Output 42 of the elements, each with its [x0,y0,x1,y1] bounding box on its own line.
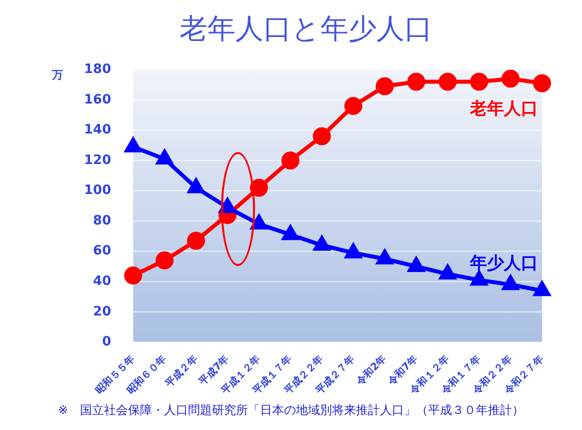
y-tick-label: 180 [84,62,112,77]
point [376,77,394,96]
point [282,226,298,240]
point [281,151,300,170]
y-tick-label: 100 [84,183,112,198]
point [312,127,331,146]
point [407,72,426,91]
point [376,250,393,264]
point [534,282,550,296]
x-tick-label: 令和2年 [353,352,389,388]
y-tick-label: 20 [93,304,112,320]
y-tick-label: 120 [84,152,112,168]
point [502,70,520,88]
point [440,265,456,280]
y-tick-label: 0 [102,334,112,350]
point [250,178,268,197]
point [345,244,362,258]
y-tick-label: 160 [84,92,112,108]
point [344,96,362,115]
point [438,72,457,91]
point [533,74,551,92]
y-tick-label: 80 [93,213,112,228]
series-label: 年少人口 [469,254,538,274]
point [471,271,488,286]
point [408,257,424,272]
point [314,236,330,251]
point [125,138,142,152]
point [156,251,174,270]
y-tick-label: 40 [93,274,112,289]
point [156,150,173,164]
point [250,215,268,230]
point [470,72,488,91]
y-tick-label: 60 [93,244,112,259]
point [187,232,206,250]
chart-title: 老年人口と年少人口 [180,12,432,46]
point [219,198,236,213]
y-tick-label: 140 [84,122,112,138]
series-label: 老年人口 [469,99,538,120]
point [188,178,204,194]
text: ※ 国立社会保障・人口問題研究所「日本の地域別将来推計人口」（平成３０年推計） [58,402,524,419]
point [502,276,519,290]
y-axis-title: 万 [51,68,63,82]
